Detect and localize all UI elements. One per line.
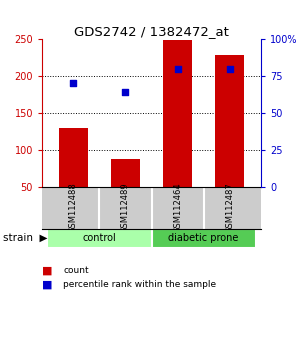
Text: GSM112488: GSM112488 (69, 182, 78, 233)
Text: strain  ▶: strain ▶ (3, 233, 47, 243)
Bar (59, 128, 88, 187)
Point (175, 66, 180, 72)
Text: GSM112487: GSM112487 (225, 182, 234, 233)
Title: GDS2742 / 1382472_at: GDS2742 / 1382472_at (74, 25, 229, 38)
Point (71, 81, 76, 86)
Bar (152, 229, 256, 248)
Text: count: count (63, 266, 88, 275)
Text: GSM112464: GSM112464 (173, 183, 182, 233)
Text: control: control (82, 233, 116, 243)
Bar (111, 159, 140, 187)
Bar (215, 55, 244, 187)
Bar (47, 229, 152, 248)
Text: GSM112489: GSM112489 (121, 183, 130, 233)
Text: ■: ■ (42, 280, 52, 290)
Bar (163, 40, 192, 187)
Point (123, 90, 128, 95)
Point (227, 66, 232, 72)
Text: percentile rank within the sample: percentile rank within the sample (63, 280, 216, 290)
Text: diabetic prone: diabetic prone (169, 233, 239, 243)
Text: ■: ■ (42, 266, 52, 276)
